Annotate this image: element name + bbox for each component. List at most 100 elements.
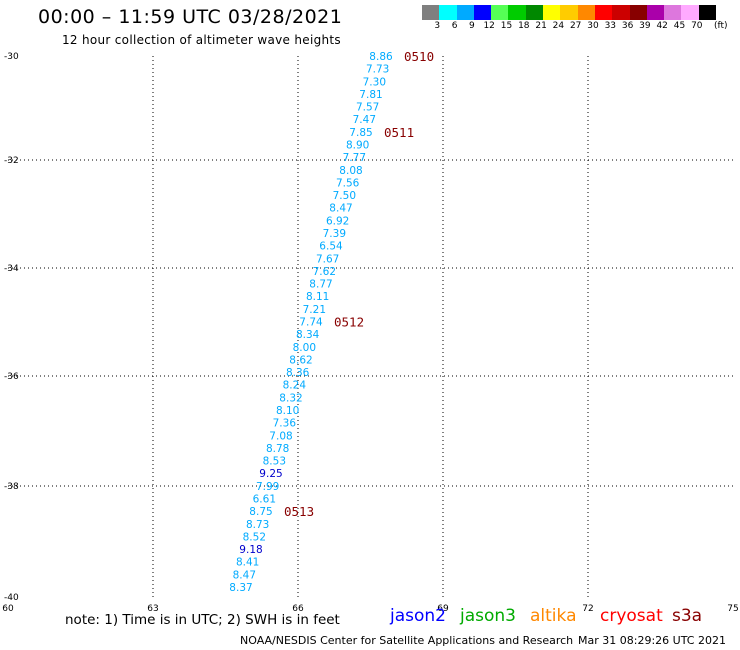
legend-label: 3	[434, 21, 441, 31]
swh-value: 8.37	[229, 582, 252, 594]
swh-value: 8.41	[236, 557, 259, 569]
satellite-s3a: s3a	[672, 606, 703, 626]
lon-tick-label: 75	[727, 604, 738, 614]
swh-value: 7.50	[333, 190, 356, 202]
pass-time-label: 0513	[284, 504, 314, 519]
swh-value: 8.24	[283, 380, 307, 392]
swh-value: 7.62	[313, 266, 336, 278]
legend-label: 42	[656, 21, 668, 31]
legend-swatch	[422, 5, 440, 20]
lat-tick-label: -34	[4, 264, 19, 274]
legend-swatch	[629, 5, 647, 20]
satellite-altika: altika	[530, 606, 577, 626]
swh-value: 9.18	[239, 544, 262, 556]
swh-value: 6.61	[253, 494, 276, 506]
swh-value: 7.81	[359, 89, 382, 101]
swh-value: 9.25	[259, 468, 282, 480]
map-subtitle: 12 hour collection of altimeter wave hei…	[62, 33, 341, 47]
swh-value: 7.21	[303, 304, 326, 316]
pass-time-label: 0512	[334, 315, 364, 330]
swh-value: 8.10	[276, 405, 299, 417]
satellite-jason3: jason3	[460, 606, 516, 626]
legend-unit: (ft)	[714, 21, 728, 31]
legend-label: 27	[569, 21, 582, 31]
pass-time-label: 0511	[384, 125, 414, 140]
satellite-cryosat: cryosat	[600, 606, 663, 626]
swh-value: 7.85	[349, 127, 372, 139]
legend-swatch	[473, 5, 492, 20]
swh-value: 7.57	[356, 102, 379, 114]
legend-label: 24	[552, 21, 565, 31]
legend-swatch	[612, 5, 630, 20]
swh-value: 8.53	[263, 456, 286, 468]
legend-label: 36	[621, 21, 634, 31]
swh-value: 8.90	[346, 140, 369, 152]
lat-tick-label: -38	[4, 482, 19, 492]
lon-tick-label: 60	[2, 604, 14, 614]
swh-value: 8.47	[233, 569, 256, 581]
swh-value: 8.52	[243, 531, 266, 543]
satellite-jason2: jason2	[390, 606, 446, 626]
lat-tick-label: -40	[4, 593, 19, 603]
lon-tick-label: 72	[582, 604, 593, 614]
map-grid	[8, 56, 733, 597]
legend-label: 9	[469, 21, 475, 31]
pass-time-label: 0510	[404, 49, 434, 64]
swh-value: 8.34	[296, 329, 320, 341]
swh-value: 7.99	[256, 481, 279, 493]
legend-swatch	[456, 5, 474, 20]
swh-value: 7.74	[299, 317, 323, 329]
swh-value: 8.73	[246, 519, 269, 531]
swh-value: 8.75	[249, 506, 272, 518]
swh-value: 7.08	[269, 430, 292, 442]
swh-value: 8.08	[339, 165, 362, 177]
lat-tick-label: -32	[4, 156, 19, 166]
legend-swatch	[525, 5, 544, 20]
legend-label: 18	[518, 21, 530, 31]
swh-value: 7.67	[316, 253, 339, 265]
legend-swatch	[594, 5, 613, 20]
swh-value: 8.86	[369, 51, 393, 63]
lon-tick-label: 69	[437, 604, 449, 614]
swh-value: 6.92	[326, 215, 349, 227]
swh-value: 7.36	[273, 418, 297, 430]
swh-value: 8.36	[286, 367, 310, 379]
lat-tick-label: -30	[4, 52, 19, 62]
swh-value: 8.00	[293, 342, 316, 354]
legend-label: 6	[451, 21, 458, 31]
swh-value: 7.73	[366, 64, 389, 76]
legend-swatch	[560, 5, 578, 20]
legend-label: 21	[535, 21, 547, 31]
legend-swatch	[491, 5, 509, 20]
legend-swatch	[646, 5, 665, 20]
legend-label: 30	[587, 21, 599, 31]
swh-value: 7.77	[343, 152, 366, 164]
legend-label: 70	[691, 21, 703, 31]
legend-swatch	[508, 5, 526, 20]
legend-swatch	[439, 5, 457, 20]
legend-label: 15	[500, 21, 513, 31]
legend-label: 39	[639, 21, 651, 31]
swh-value: 8.32	[279, 392, 302, 404]
legend-swatch	[698, 5, 717, 20]
track-time-labels: 0510 0511 0512 0513	[284, 49, 434, 519]
footer-note: note: 1) Time is in UTC; 2) SWH is in fe…	[65, 612, 340, 628]
lon-tick-label: 66	[292, 604, 304, 614]
credit-text: NOAA/NESDIS Center for Satellite Applica…	[240, 634, 574, 647]
swh-value: 8.62	[289, 354, 312, 366]
altimeter-track: 8.867.737.307.817.577.477.858.907.778.08…	[229, 51, 393, 594]
legend-label: 45	[673, 21, 686, 31]
lat-tick-label: -36	[4, 372, 19, 382]
legend-label: 33	[604, 21, 617, 31]
lon-tick-label: 63	[147, 604, 158, 614]
swh-value: 7.47	[353, 114, 376, 126]
swh-value: 6.54	[319, 241, 343, 253]
swh-value: 8.47	[329, 203, 352, 215]
swh-value: 8.78	[266, 443, 289, 455]
legend-label: 12	[483, 21, 495, 31]
legend-swatch	[681, 5, 699, 20]
legend-swatch	[577, 5, 595, 20]
generation-timestamp: Mar 31 08:29:26 UTC 2021	[578, 634, 726, 647]
